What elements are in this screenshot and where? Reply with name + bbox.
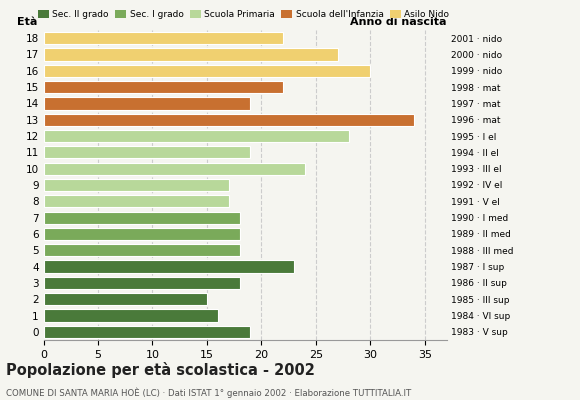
Bar (44, 179, 229, 191)
Text: Anno di nascita: Anno di nascita (350, 17, 447, 27)
Text: Popolazione per età scolastica - 2002: Popolazione per età scolastica - 2002 (6, 362, 315, 378)
Bar (44, 228, 240, 240)
Bar (44, 244, 240, 256)
Text: COMUNE DI SANTA MARIA HOÈ (LC) · Dati ISTAT 1° gennaio 2002 · Elaborazione TUTTI: COMUNE DI SANTA MARIA HOÈ (LC) · Dati IS… (6, 387, 411, 398)
Bar (44, 293, 207, 305)
Bar (44, 277, 240, 289)
Bar (44, 326, 251, 338)
Bar (44, 48, 338, 60)
Bar (44, 260, 294, 273)
Bar (44, 310, 218, 322)
Bar (44, 114, 414, 126)
Bar (44, 212, 240, 224)
Bar (44, 130, 349, 142)
Bar (44, 32, 283, 44)
Legend: Sec. II grado, Sec. I grado, Scuola Primaria, Scuola dell'Infanzia, Asilo Nido: Sec. II grado, Sec. I grado, Scuola Prim… (34, 6, 453, 23)
Bar (44, 97, 251, 110)
Bar (44, 146, 251, 158)
Bar (44, 81, 283, 93)
Text: Età: Età (17, 17, 38, 27)
Bar (44, 65, 371, 77)
Bar (44, 195, 229, 208)
Bar (44, 162, 305, 175)
